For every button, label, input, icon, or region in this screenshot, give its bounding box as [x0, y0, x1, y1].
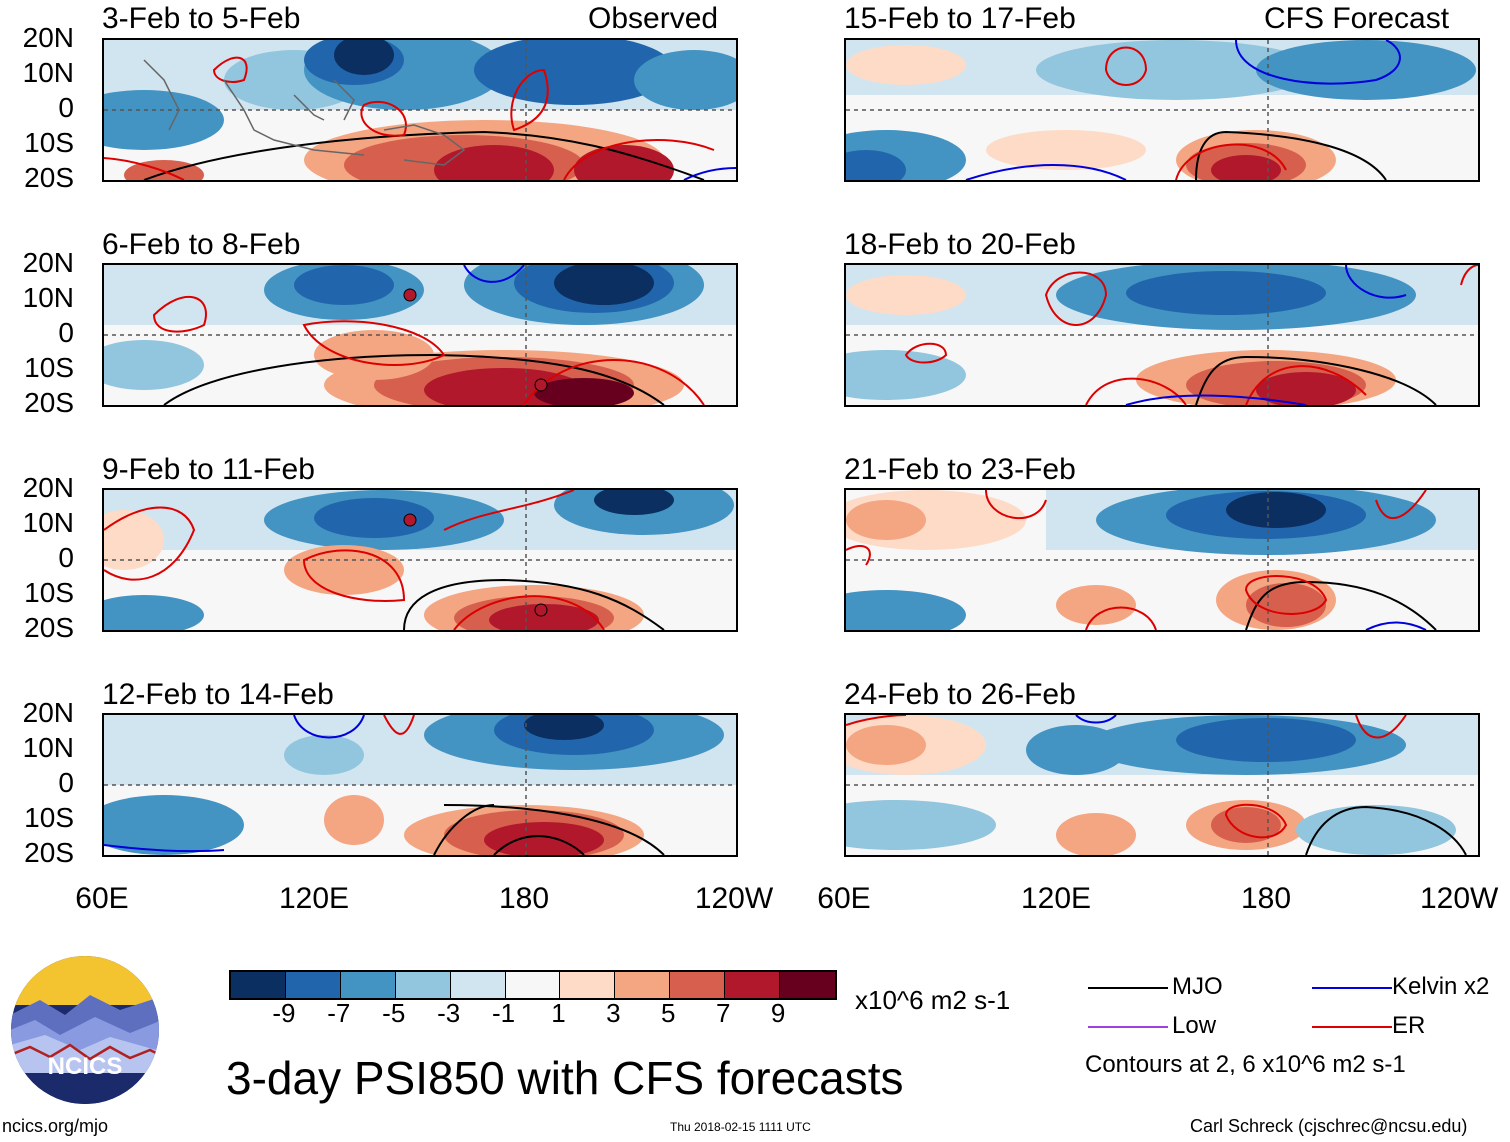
colorbar-swatch [780, 972, 835, 998]
legend-mjo-label: MJO [1172, 973, 1223, 1000]
y-tick-label: 20N [22, 472, 74, 503]
colorbar-tick-label: 5 [661, 998, 676, 1028]
y-tick-label: 20S [24, 162, 74, 193]
x-tick-180-right: 180 [1240, 882, 1292, 915]
y-tick-label: 20N [22, 697, 74, 728]
ncics-logo: NCICS [10, 955, 160, 1105]
legend-er-line [1312, 1026, 1392, 1028]
y-tick-label: 0 [58, 542, 74, 573]
colorbar-swatch [505, 972, 561, 998]
legend-kelvin-label: Kelvin x2 [1392, 973, 1490, 1000]
observed-tag: Observed [588, 2, 719, 35]
footer-url[interactable]: ncics.org/mjo [2, 1116, 109, 1136]
legend-kelvin-line [1312, 987, 1392, 989]
y-tick-label: 10S [24, 802, 74, 833]
colorbar-swatch [560, 972, 616, 998]
panel-title-2: 6-Feb to 8-Feb [102, 228, 301, 261]
x-tick-120w-right: 120W [1420, 884, 1499, 914]
x-tick-180-left: 180 [498, 882, 550, 915]
panel-title-5: 15-Feb to 17-Feb [844, 2, 1076, 35]
panel-title-7: 21-Feb to 23-Feb [844, 453, 1076, 486]
panel-title-8: 24-Feb to 26-Feb [844, 678, 1076, 711]
legend-er-label: ER [1392, 1012, 1426, 1039]
x-tick-60e-left: 60E [75, 882, 129, 915]
y-tick-label: 10S [24, 127, 74, 158]
colorbar-tick-label: -3 [437, 998, 461, 1028]
y-tick-label: 10N [22, 282, 74, 313]
legend-low-label: Low [1172, 1012, 1217, 1039]
colorbar-tick-label: 9 [770, 998, 786, 1028]
y-tick-label: 10N [22, 732, 74, 763]
panel-title-4: 12-Feb to 14-Feb [102, 678, 334, 711]
colorbar-swatch [615, 972, 671, 998]
legend-mjo-line [1088, 987, 1168, 989]
colorbar-tick-label: 3 [606, 998, 621, 1028]
main-title: 3-day PSI850 with CFS forecasts [226, 1052, 904, 1104]
colorbar-swatch [670, 972, 726, 998]
y-tick-label: 20S [24, 387, 74, 418]
y-tick-label: 20S [24, 612, 74, 643]
colorbar-swatch [450, 972, 506, 998]
colorbar-tick-label: 7 [715, 998, 731, 1028]
colorbar-swatch [395, 972, 451, 998]
colorbar-tick-label: -1 [491, 998, 516, 1028]
ncics-logo-text: NCICS [47, 1053, 123, 1080]
colorbar-swatch [231, 972, 286, 998]
legend-contour-note: Contours at 2, 6 x10^6 m2 s-1 [1085, 1051, 1406, 1078]
map-panel-8 [844, 713, 1480, 857]
y-tick-label: 0 [58, 92, 74, 123]
colorbar-tick-label: -7 [327, 998, 351, 1028]
map-panel-3 [102, 488, 738, 632]
colorbar-swatch [340, 972, 396, 998]
colorbar-tick-label: 1 [551, 998, 566, 1028]
map-panel-4 [102, 713, 738, 857]
colorbar-swatch [725, 972, 781, 998]
map-panel-2 [102, 263, 738, 407]
map-panel-6 [844, 263, 1480, 407]
map-panel-5 [844, 38, 1480, 182]
x-tick-120w-left: 120W [694, 882, 774, 915]
y-tick-label: 0 [58, 767, 74, 798]
x-tick-120e-left: 120E [278, 882, 350, 915]
y-tick-label: 20N [22, 247, 74, 278]
y-tick-label: 20N [22, 22, 74, 53]
y-tick-label: 0 [58, 317, 74, 348]
y-tick-label: 20S [24, 837, 74, 868]
y-tick-label: 10S [24, 352, 74, 383]
panel-title-3: 9-Feb to 11-Feb [102, 453, 315, 486]
y-tick-label: 10N [22, 57, 74, 88]
y-tick-label: 10S [24, 577, 74, 608]
x-tick-120e-right: 120E [1020, 882, 1092, 915]
panel-title-1: 3-Feb to 5-Feb [102, 2, 301, 35]
x-tick-60e-right: 60E [817, 882, 871, 915]
colorbar-tick-label: -5 [382, 998, 406, 1028]
panel-title-6: 18-Feb to 20-Feb [844, 228, 1076, 261]
cfs-forecast-tag: CFS Forecast [1264, 2, 1450, 35]
map-panel-1 [102, 38, 738, 182]
colorbar-swatch [285, 972, 341, 998]
footer-author: Carl Schreck (cjschrec@ncsu.edu) [1190, 1116, 1468, 1136]
colorbar [229, 970, 837, 1000]
legend-low-line [1088, 1026, 1168, 1028]
colorbar-tick-label: -9 [272, 998, 296, 1028]
footer-timestamp: Thu 2018-02-15 1111 UTC [670, 1120, 811, 1134]
map-panel-7 [844, 488, 1480, 632]
colorbar-unit: x10^6 m2 s-1 [855, 985, 1011, 1015]
y-tick-label: 10N [22, 507, 74, 538]
